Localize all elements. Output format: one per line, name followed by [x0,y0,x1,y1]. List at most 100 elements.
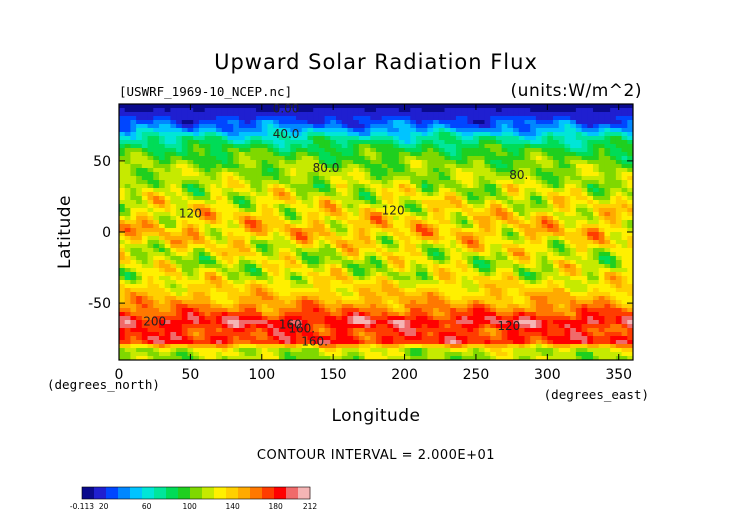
heatmap-cell [404,160,411,165]
heatmap-cell [238,312,246,317]
heatmap-cell [244,112,251,117]
heatmap-cell [467,312,474,317]
heatmap-cell [547,136,554,141]
heatmap-cell [547,296,554,301]
heatmap-cell [250,304,257,309]
heatmap-cell [227,244,234,249]
heatmap-cell [244,312,251,317]
heatmap-cell [575,316,583,321]
heatmap-cell [507,260,514,265]
heatmap-cell [581,288,588,293]
heatmap-cell [615,124,623,129]
heatmap-cell [398,116,406,121]
heatmap-cell [501,300,508,305]
heatmap-cell [193,108,200,113]
heatmap-cell [296,264,303,269]
heatmap-cell [610,224,617,229]
heatmap-cell [330,156,337,161]
heatmap-cell [410,144,417,149]
heatmap-cell [621,236,628,241]
heatmap-cell [273,308,280,313]
heatmap-cell [473,264,480,269]
heatmap-cell [284,276,291,281]
heatmap-cell [341,172,349,177]
heatmap-cell [284,108,291,113]
heatmap-cell [296,172,303,177]
heatmap-cell [553,308,560,313]
heatmap-cell [284,200,291,205]
heatmap-cell [370,236,377,241]
heatmap-cell [318,168,326,173]
heatmap-cell [153,128,160,133]
heatmap-cell [147,212,154,217]
heatmap-cell [593,264,600,269]
heatmap-cell [621,188,628,193]
heatmap-cell [490,164,497,169]
heatmap-cell [119,136,126,141]
heatmap-cell [518,188,526,193]
heatmap-cell [387,116,394,121]
heatmap-cell [313,120,320,125]
heatmap-cell [130,148,137,153]
heatmap-cell [153,140,160,145]
heatmap-cell [490,148,497,153]
heatmap-cell [581,212,588,217]
heatmap-cell [267,128,274,133]
heatmap-cell [398,232,406,237]
heatmap-cell [147,228,154,233]
heatmap-cell [404,152,411,157]
heatmap-cell [530,208,537,213]
heatmap-cell [575,144,583,149]
heatmap-cell [473,316,480,321]
heatmap-cell [410,176,417,181]
heatmap-cell [621,208,628,213]
heatmap-cell [404,164,411,169]
heatmap-cell [564,156,571,161]
heatmap-cell [193,140,200,145]
heatmap-cell [461,320,468,325]
heatmap-cell [615,196,623,201]
heatmap-cell [593,140,600,145]
heatmap-cell [267,108,274,113]
heatmap-cell [307,124,314,129]
heatmap-cell [284,228,291,233]
heatmap-cell [558,156,566,161]
heatmap-cell [256,232,263,237]
heatmap-cell [238,128,246,133]
heatmap-cell [541,184,548,189]
heatmap-cell [530,320,537,325]
heatmap-cell [587,132,594,137]
heatmap-cell [621,284,628,289]
heatmap-cell [467,140,474,145]
heatmap-cell [296,216,303,221]
heatmap-cell [615,208,623,213]
heatmap-cell [147,176,154,181]
heatmap-cell [216,168,223,173]
heatmap-cell [193,236,200,241]
heatmap-cell [553,168,560,173]
heatmap-cell [507,172,514,177]
heatmap-cell [535,172,543,177]
heatmap-cell [564,236,571,241]
heatmap-cell [244,120,251,125]
heatmap-cell [256,208,263,213]
heatmap-cell [221,292,229,297]
heatmap-cell [267,216,274,221]
heatmap-cell [541,136,548,141]
heatmap-cell [484,232,491,237]
heatmap-cell [610,112,617,117]
heatmap-cell [398,296,406,301]
heatmap-cell [181,308,189,313]
heatmap-cell [427,312,434,317]
heatmap-cell [296,108,303,113]
heatmap-cell [119,256,126,261]
heatmap-cell [433,256,440,261]
heatmap-cell [164,280,171,285]
heatmap-cell [478,284,486,289]
heatmap-cell [421,308,428,313]
heatmap-cell [347,184,354,189]
heatmap-cell [455,316,463,321]
heatmap-cell [484,184,491,189]
heatmap-cell [387,176,394,181]
heatmap-cell [444,296,451,301]
